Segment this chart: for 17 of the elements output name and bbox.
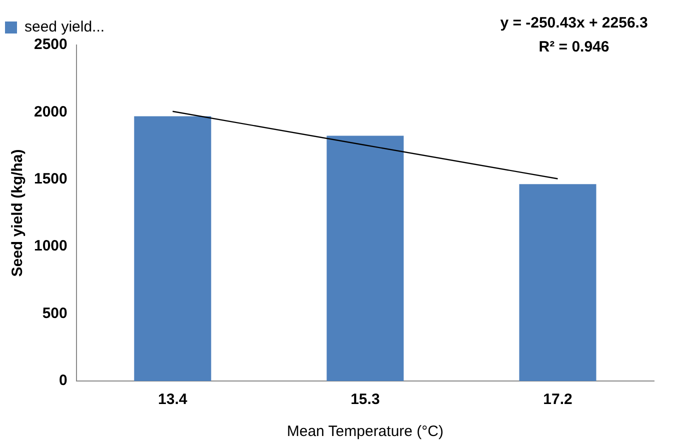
bar [134, 116, 212, 381]
bar [519, 184, 596, 381]
y-tick-label: 0 [59, 372, 68, 390]
x-tick-label: 15.3 [350, 391, 380, 408]
y-axis-title: Seed yield (kg/ha) [9, 149, 26, 277]
bar [326, 136, 404, 381]
y-tick-label: 2500 [34, 36, 68, 54]
y-tick-label: 2000 [34, 103, 68, 120]
y-tick-label: 1000 [34, 238, 68, 255]
legend-label: seed yield... [24, 18, 105, 36]
text: y = -250.43x + 2256.3 [500, 14, 648, 32]
annotation: R² = 0.946 [538, 38, 610, 56]
x-axis-title: Mean Temperature (°C) [286, 423, 444, 440]
y-tick-label: 1500 [34, 170, 68, 188]
x-tick-label: 13.4 [158, 391, 188, 408]
y-tick-label: 500 [42, 304, 68, 322]
x-tick-label: 17.2 [543, 391, 572, 408]
